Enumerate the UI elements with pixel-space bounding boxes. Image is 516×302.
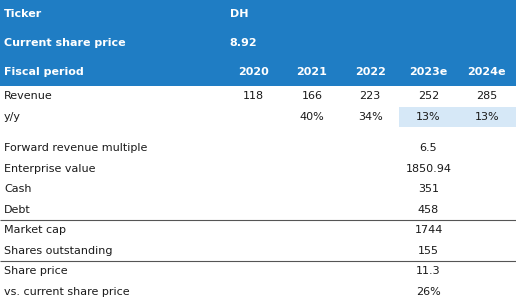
Bar [0, 0, 516, 29]
Text: 2020: 2020 [238, 67, 269, 77]
Text: y/y: y/y [4, 112, 21, 122]
Bar [0, 86, 516, 107]
Text: 13%: 13% [416, 112, 441, 122]
Text: 252: 252 [418, 91, 439, 101]
Text: 26%: 26% [416, 287, 441, 297]
Bar [0, 107, 516, 127]
Bar [0, 57, 516, 86]
Text: 40%: 40% [300, 112, 324, 122]
Text: Debt: Debt [4, 205, 31, 215]
Bar [399, 107, 458, 127]
Text: 34%: 34% [358, 112, 382, 122]
Text: 1744: 1744 [414, 225, 443, 235]
Text: 13%: 13% [475, 112, 499, 122]
Text: Cash: Cash [4, 184, 31, 194]
Bar [0, 179, 516, 200]
Text: Shares outstanding: Shares outstanding [4, 246, 112, 256]
Text: 2024e: 2024e [467, 67, 506, 77]
Text: 155: 155 [418, 246, 439, 256]
Text: vs. current share price: vs. current share price [4, 287, 130, 297]
Text: Fiscal period: Fiscal period [4, 67, 84, 77]
Text: 351: 351 [418, 184, 439, 194]
Text: 118: 118 [243, 91, 264, 101]
Text: Current share price: Current share price [4, 38, 126, 48]
Text: Enterprise value: Enterprise value [4, 164, 95, 174]
Text: 458: 458 [418, 205, 439, 215]
Bar [0, 240, 516, 261]
Text: 223: 223 [360, 91, 381, 101]
Text: Revenue: Revenue [4, 91, 53, 101]
Bar [0, 29, 516, 57]
Text: Ticker: Ticker [4, 9, 42, 19]
Text: 6.5: 6.5 [420, 143, 438, 153]
Text: Share price: Share price [4, 266, 68, 276]
Text: Market cap: Market cap [4, 225, 66, 235]
Text: 2023e: 2023e [409, 67, 448, 77]
Text: 2021: 2021 [297, 67, 327, 77]
Bar [458, 107, 516, 127]
Text: 285: 285 [476, 91, 497, 101]
Text: Forward revenue multiple: Forward revenue multiple [4, 143, 148, 153]
Bar [0, 220, 516, 240]
Bar [0, 281, 516, 302]
Bar [0, 261, 516, 281]
Text: 8.92: 8.92 [230, 38, 257, 48]
Text: DH: DH [230, 9, 248, 19]
Text: 2022: 2022 [355, 67, 385, 77]
Text: 166: 166 [301, 91, 322, 101]
Text: 1850.94: 1850.94 [406, 164, 452, 174]
Bar [0, 138, 516, 159]
Bar [0, 200, 516, 220]
Text: 11.3: 11.3 [416, 266, 441, 276]
Bar [0, 159, 516, 179]
Bar [0, 127, 516, 138]
